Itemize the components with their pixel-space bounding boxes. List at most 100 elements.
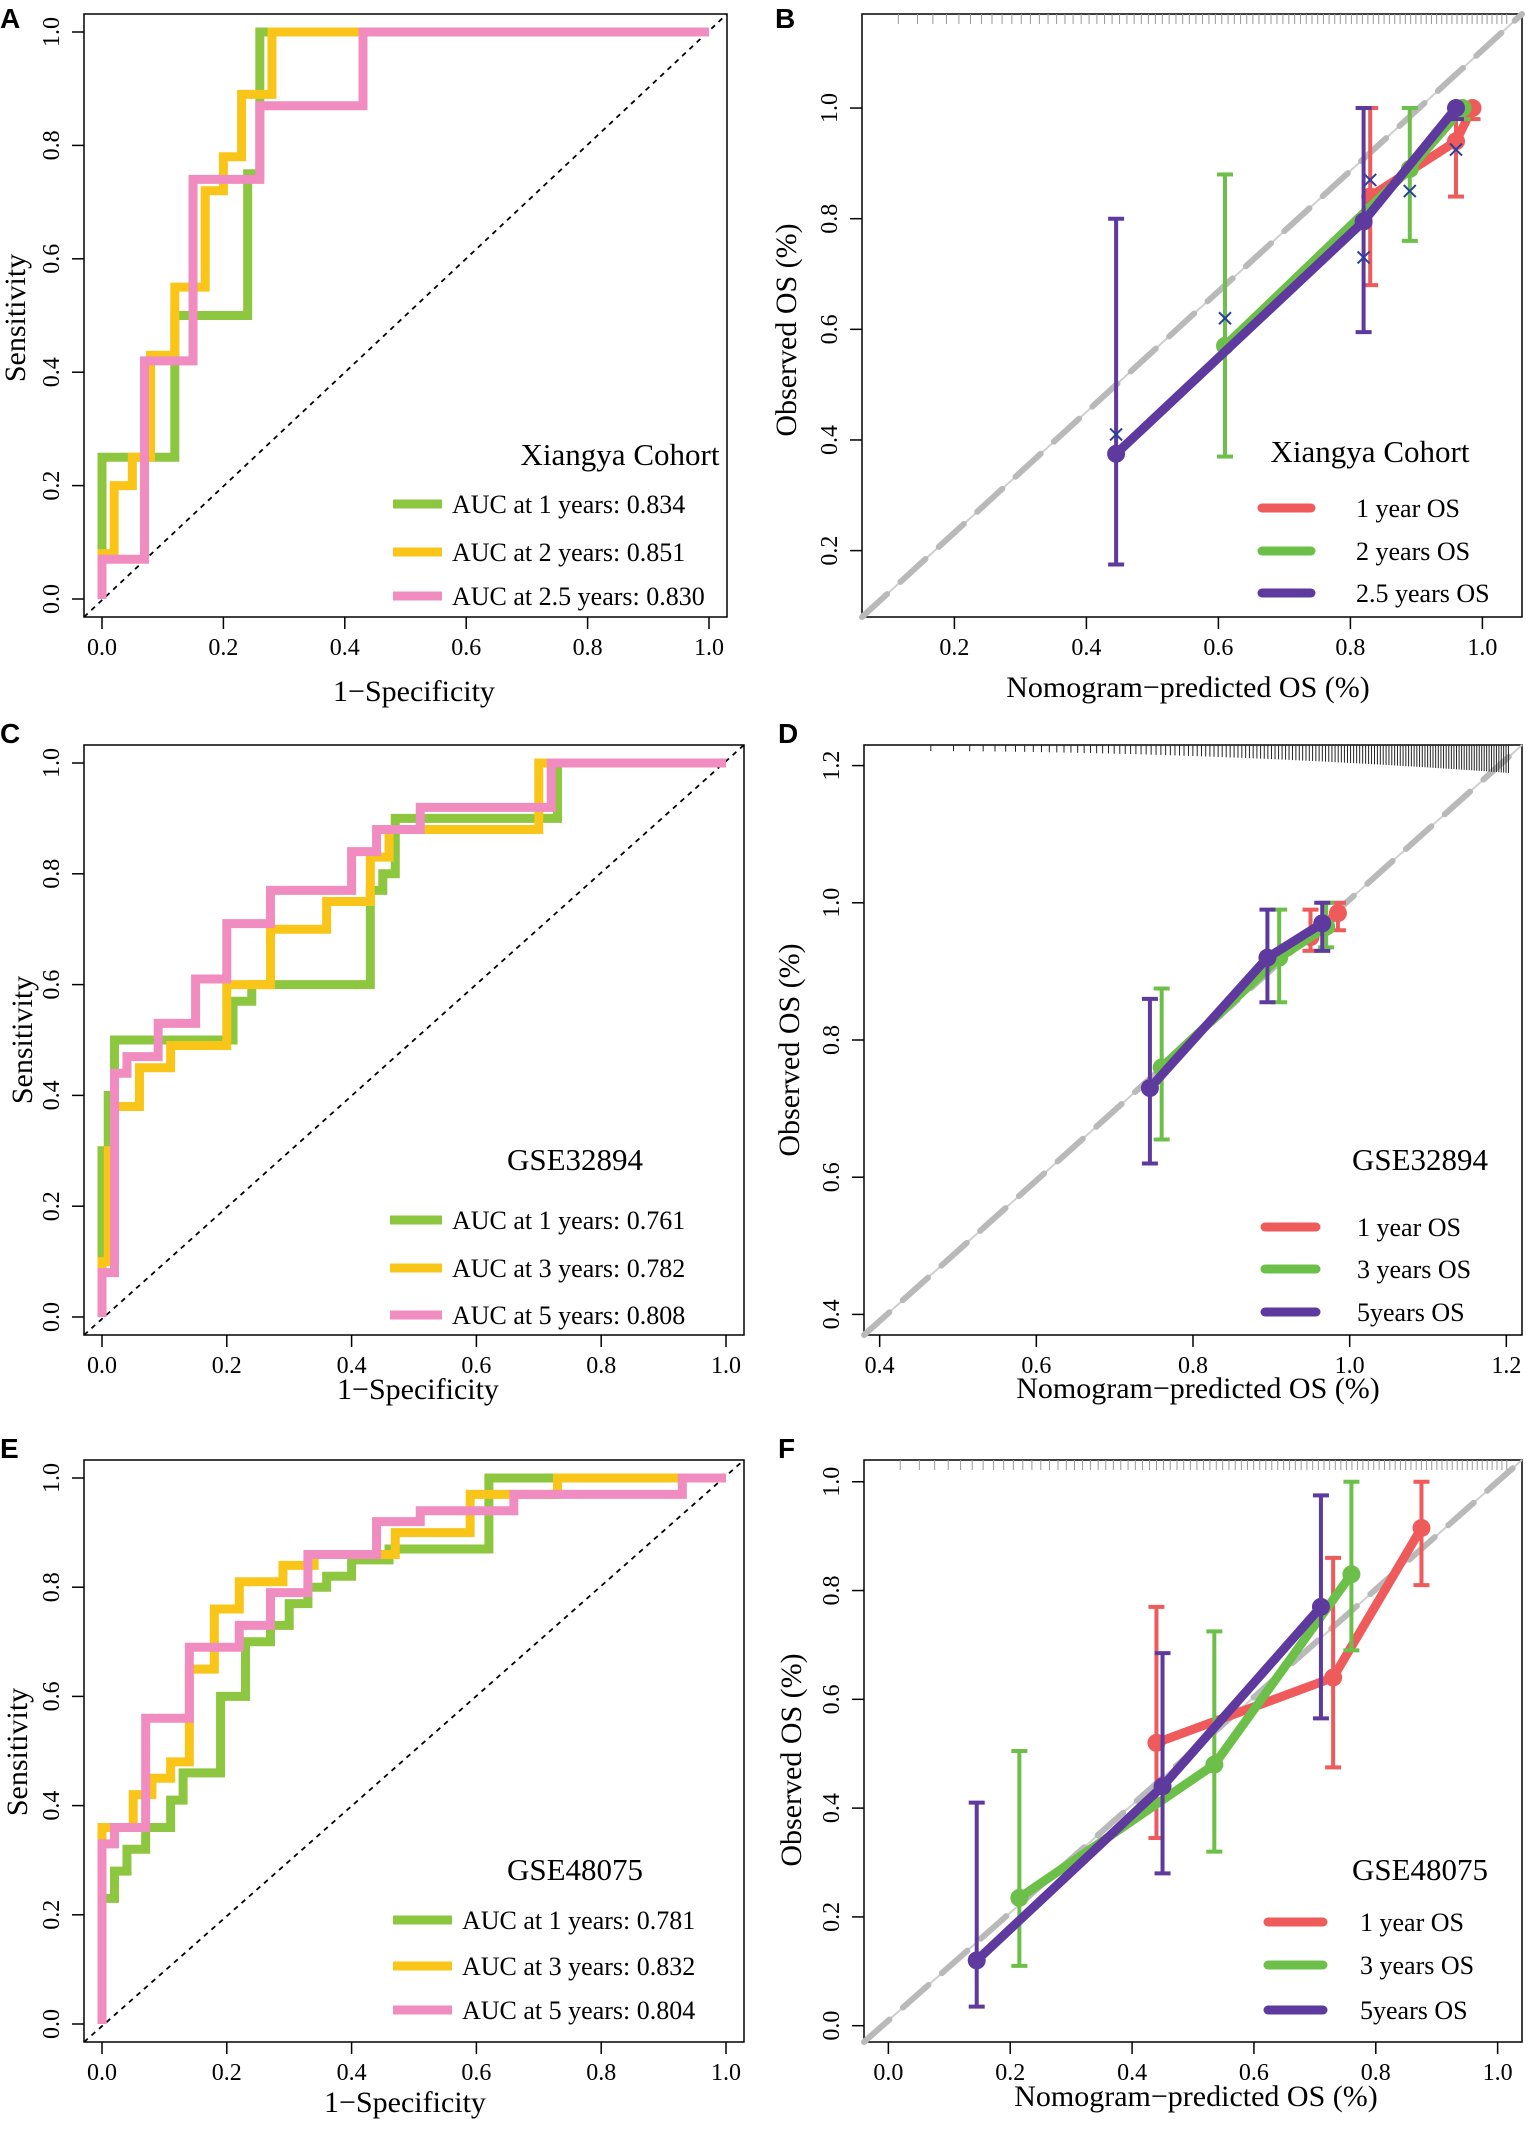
x-tick-label-C: 0.8 [586,1353,616,1379]
legend-label-F-3: 5years OS [1360,1996,1468,2025]
roc-curve-E-3 [97,1473,726,2024]
x-tick-label-E: 0.0 [87,2060,117,2086]
x-tick-label-F: 0.6 [1239,2060,1269,2086]
calibration-point-B-3 [1447,99,1465,118]
x-tick-label-A: 0.6 [451,635,481,661]
legend-label-B-3: 2.5 years OS [1356,579,1490,608]
y-tick-label-C: 0.6 [39,970,65,1000]
y-tick-label-C: 0.0 [39,1302,65,1332]
y-tick-label-E: 0.2 [39,1900,65,1930]
x-tick-label-C: 0.2 [212,1353,242,1379]
bias-corrected-mark-B [1109,427,1123,442]
calibration-point-F-3 [967,1951,986,1970]
legend-title-F: GSE48075 [1352,1852,1488,1887]
panel-letter-F: F [778,1433,795,1464]
x-tick-label-E: 0.8 [586,2060,616,2086]
legend-title-B: Xiangya Cohort [1271,434,1470,469]
x-axis-label-F: Nomogram−predicted OS (%) [1014,2080,1378,2113]
reference-diagonal-C [83,744,745,1336]
plot-frame-A [83,13,728,618]
calibration-point-B-3 [1107,444,1126,463]
y-tick-label-D: 0.4 [819,1299,845,1329]
y-tick-label-C: 1.0 [39,748,65,778]
y-tick-label-F: 0.0 [819,2011,845,2041]
x-tick-label-C: 0.0 [87,1353,117,1379]
x-axis-label-A: 1−Specificity [333,675,495,708]
x-tick-label-F: 0.4 [1117,2060,1147,2086]
calibration-curve-F-3 [972,1602,1326,1965]
bias-corrected-mark-B [1218,311,1232,325]
calibration-point-B-3 [1354,212,1373,231]
x-tick-label-F: 0.8 [1361,2060,1391,2086]
legend-label-D-3: 5years OS [1357,1298,1465,1327]
x-tick-label-A: 1.0 [694,635,724,661]
x-tick-label-E: 0.6 [461,2060,491,2086]
y-tick-label-A: 0.2 [39,471,65,501]
y-tick-label-E: 0.8 [39,1572,65,1602]
panel-letter-E: E [0,1433,19,1464]
legend-title-E: GSE48075 [507,1852,643,1887]
panel-letter-D: D [778,718,798,749]
plot-frame-C [83,744,745,1336]
y-tick-label-E: 0.0 [39,2009,65,2039]
calibration-point-D-1 [1328,904,1347,923]
x-tick-label-B: 0.8 [1335,635,1365,661]
x-tick-label-A: 0.4 [330,635,360,661]
y-tick-label-F: 0.2 [819,1902,845,1932]
legend-title-D: GSE32894 [1352,1142,1489,1177]
y-tick-label-A: 0.4 [39,357,65,387]
y-tick-label-D: 0.6 [819,1162,845,1192]
calibration-point-D-3 [1313,914,1332,933]
legend-label-B-1: 1 year OS [1356,494,1460,523]
y-tick-label-B: 0.2 [817,536,843,566]
x-axis-label-B: Nomogram−predicted OS (%) [1006,671,1370,704]
x-tick-label-D: 0.4 [865,1353,895,1379]
x-axis-label-D: Nomogram−predicted OS (%) [1016,1372,1380,1405]
roc-curve-E-2 [97,1473,726,2024]
y-tick-label-E: 1.0 [39,1463,65,1493]
x-tick-label-C: 1.0 [711,1353,741,1379]
legend-label-A-2: AUC at 2 years: 0.851 [452,538,685,567]
x-tick-label-A: 0.0 [87,635,117,661]
x-tick-label-B: 0.6 [1203,635,1233,661]
panel-letter-C: C [0,718,20,749]
y-tick-label-C: 0.4 [39,1080,65,1110]
x-tick-label-E: 1.0 [711,2060,741,2086]
calibration-point-F-3 [1153,1777,1172,1796]
calibration-point-F-1 [1324,1668,1343,1687]
roc-curve-A-3 [97,27,709,599]
plot-frame-B [861,13,1523,618]
legend-label-C-3: AUC at 5 years: 0.808 [452,1301,685,1330]
y-tick-label-F: 0.6 [819,1684,845,1714]
roc-curve-C-3 [97,758,726,1317]
calibration-point-D-3 [1258,948,1277,967]
reference-diagonal-E [83,1459,745,2043]
x-tick-label-B: 0.2 [939,635,969,661]
y-tick-label-D: 1.2 [819,751,845,781]
bias-corrected-mark-B [1363,173,1377,187]
plot-frame-F [863,1459,1523,2043]
panel-letter-B: B [775,3,795,34]
x-tick-label-B: 1.0 [1467,635,1497,661]
x-axis-label-E: 1−Specificity [324,2086,486,2119]
x-tick-label-C: 0.6 [461,1353,491,1379]
calibration-point-B-1 [1447,132,1465,151]
x-tick-label-D: 0.8 [1178,1353,1208,1379]
y-tick-label-F: 0.4 [819,1793,845,1823]
calibration-curve-B-3 [1111,103,1461,459]
y-axis-label-E: Sensitivity [1,1688,34,1816]
panel-letter-A: A [0,3,20,34]
legend-title-C: GSE32894 [507,1142,644,1177]
roc-curve-E-1 [97,1473,726,2024]
legend-label-C-2: AUC at 3 years: 0.782 [452,1254,685,1283]
y-tick-label-B: 0.4 [817,425,843,455]
y-tick-label-C: 0.8 [39,859,65,889]
calibration-point-F-3 [1311,1597,1330,1616]
x-tick-label-D: 1.2 [1491,1353,1521,1379]
calibration-point-F-1 [1412,1518,1431,1537]
x-tick-label-D: 1.0 [1335,1353,1365,1379]
y-tick-label-F: 1.0 [819,1467,845,1497]
y-tick-label-E: 0.6 [39,1681,65,1711]
calibration-point-F-2 [1205,1755,1224,1774]
